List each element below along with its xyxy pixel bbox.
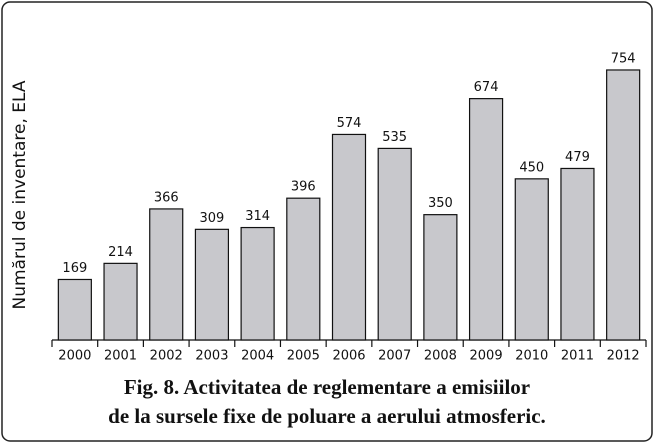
bar: [286, 197, 321, 341]
data-label: 574: [337, 116, 362, 131]
x-tick-label: 2005: [287, 349, 320, 364]
bar: [377, 147, 412, 341]
bar: [194, 228, 230, 341]
x-tick-label: 2006: [332, 349, 365, 364]
x-tick-label: 2003: [195, 349, 228, 364]
caption-line: Fig. 8. Activitatea de reglementare a em…: [124, 375, 530, 399]
x-tick-label: 2000: [58, 349, 91, 364]
bar: [560, 167, 595, 341]
x-tick-label: 2009: [470, 349, 503, 364]
data-label: 396: [291, 180, 316, 195]
bar: [423, 214, 458, 341]
bar: [240, 226, 275, 341]
data-label: 535: [382, 130, 407, 145]
data-label: 366: [154, 190, 179, 205]
x-tick-label: 2012: [607, 349, 640, 364]
data-label: 169: [62, 261, 87, 276]
data-label: 674: [474, 80, 499, 95]
data-label: 214: [108, 245, 133, 260]
bar: [514, 178, 549, 341]
x-tick-label: 2004: [241, 349, 274, 364]
y-axis-label: Numărul de inventare, ELA: [10, 80, 30, 309]
bar: [331, 133, 367, 341]
data-label: 350: [428, 196, 453, 211]
data-label: 479: [565, 150, 590, 165]
x-tick-label: 2001: [104, 349, 137, 364]
data-label: 754: [611, 51, 636, 66]
x-tick-label: 2008: [424, 349, 457, 364]
x-tick-label: 2011: [561, 349, 594, 364]
data-label: 314: [245, 209, 270, 224]
caption-line: de la sursele fixe de poluare a aerului …: [108, 404, 546, 428]
data-label: 450: [519, 160, 544, 175]
x-tick-label: 2002: [150, 349, 183, 364]
x-tick-label: 2010: [515, 349, 548, 364]
x-tick-label: 2007: [378, 349, 411, 364]
bar: [57, 278, 92, 341]
bar: [606, 69, 641, 341]
bar: [103, 262, 138, 341]
bar: [468, 98, 504, 341]
data-label: 309: [200, 211, 225, 226]
bar: [149, 208, 184, 341]
